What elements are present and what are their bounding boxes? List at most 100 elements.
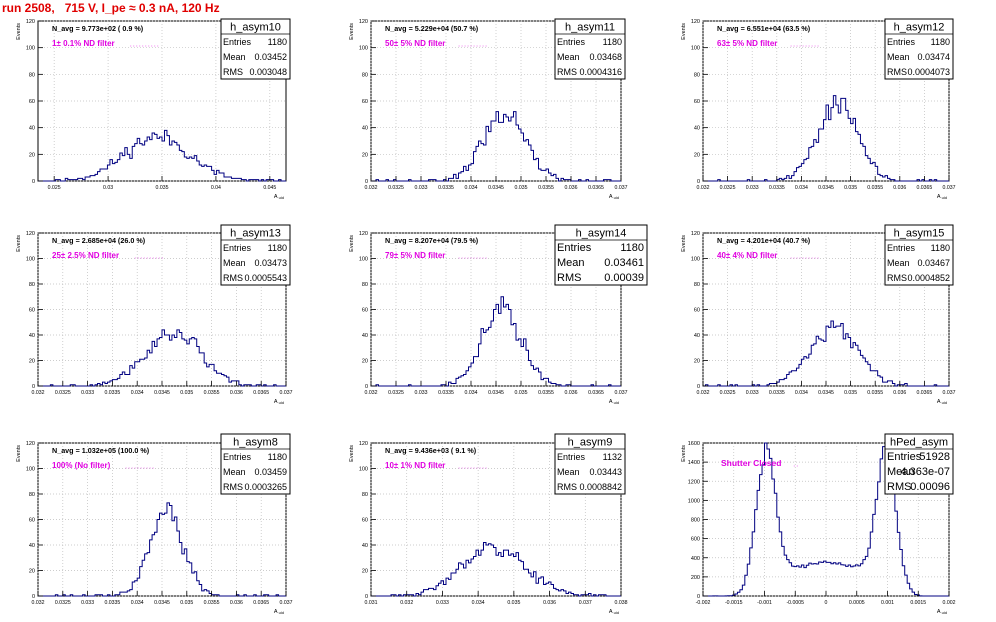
stats-value-rms: 0.0005543	[244, 273, 287, 283]
y-tick-label: 100	[359, 257, 368, 263]
y-tick-label: 0	[697, 594, 700, 600]
stats-label-mean: Mean	[223, 467, 246, 477]
x-tick-label: 0.034	[465, 185, 478, 191]
x-tick-label: -0.0005	[786, 600, 804, 606]
x-tick-label: 0.035	[515, 390, 528, 396]
y-tick-label: 20	[29, 152, 35, 158]
x-tick-label: 0.0365	[588, 185, 604, 191]
x-tick-label: 0.037	[943, 390, 956, 396]
stats-label-mean: Mean	[223, 258, 246, 268]
y-tick-label: 20	[362, 359, 368, 365]
stats-box-frame	[884, 224, 954, 286]
x-tick-label: 0.032	[32, 390, 45, 396]
y-tick-label: 40	[362, 543, 368, 549]
x-tick-label: 0.036	[230, 600, 243, 606]
x-tick-label: 0.0365	[588, 390, 604, 396]
y-tick-label: 60	[362, 518, 368, 524]
y-tick-label: 120	[26, 441, 35, 447]
stats-value-rms: 0.0004316	[579, 67, 622, 77]
x-tick-label: 0.0355	[538, 390, 554, 396]
y-tick-label: 0	[32, 594, 35, 600]
stats-value-rms: 0.0004852	[907, 273, 950, 283]
histogram-line	[703, 95, 949, 182]
x-tick-label: 0.0335	[769, 390, 785, 396]
x-tick-label: 0.033	[746, 185, 759, 191]
filter-label: 25± 2.5% ND filter	[52, 251, 119, 260]
stats-box-title: h_asym9	[568, 437, 613, 449]
x-tick-label: 0.0355	[204, 600, 220, 606]
x-tick-label: 0.0355	[204, 390, 220, 396]
panel-h_asym15: 0 20 40 60 80 100 120 0.032 0.0325 0.033 0.0335 0.0…	[681, 224, 956, 405]
y-tick-label: 120	[359, 231, 368, 237]
y-axis-label: Events	[349, 445, 355, 462]
y-tick-label: 100	[691, 46, 700, 52]
y-tick-label: 60	[29, 308, 35, 314]
y-tick-label: 1400	[688, 460, 700, 466]
x-tick-label: 0.0325	[388, 185, 404, 191]
y-tick-label: 40	[29, 543, 35, 549]
histogram-line	[371, 296, 621, 387]
stats-label-rms: RMS	[223, 67, 243, 77]
y-tick-label: 0	[365, 179, 368, 185]
histogram-line	[38, 502, 286, 597]
stats-box: h_asym14 Entries 1180 Mean 0.03461 RMS 0.00039	[554, 224, 648, 286]
y-tick-label: 20	[362, 569, 368, 575]
x-tick-label: 0.035	[156, 185, 169, 191]
filter-label: 1± 0.1% ND filter	[52, 39, 115, 48]
stats-label-entries: Entries	[557, 452, 586, 462]
filter-label: 63± 5% ND filter	[717, 39, 777, 48]
y-tick-label: 120	[359, 19, 368, 25]
stats-box: h_asym10 Entries 1180 Mean 0.03452 RMS 0.00304…	[220, 18, 291, 80]
stats-box-title: h_asym13	[230, 228, 281, 240]
y-tick-label: 40	[362, 333, 368, 339]
stats-box-title: h_asym15	[894, 228, 945, 240]
x-tick-label: 0.0325	[55, 600, 71, 606]
x-tick-label: 0.0335	[104, 600, 120, 606]
navg-label: N_avg = 2.685e+04 (26.0 %)	[52, 236, 146, 245]
stats-value-rms: 0.0008842	[579, 482, 622, 492]
stats-value-entries: 1132	[603, 452, 622, 462]
y-tick-label: 1200	[688, 479, 700, 485]
stats-value-entries: 1180	[931, 243, 950, 253]
y-tick-label: 40	[694, 333, 700, 339]
histogram-line	[38, 129, 286, 182]
stats-box-title: h_asym10	[230, 22, 281, 34]
y-tick-label: 40	[694, 126, 700, 132]
stats-box-frame	[884, 433, 954, 495]
panel-h_asym13: 0 20 40 60 80 100 120 0.032 0.0325 0.033 0.0335 0.0…	[16, 224, 293, 405]
stats-value-entries: 1180	[268, 243, 287, 253]
stats-box-frame	[554, 18, 626, 80]
x-tick-label: 0.0365	[916, 390, 932, 396]
x-tick-label: 0.0345	[154, 390, 170, 396]
y-tick-label: 120	[26, 231, 35, 237]
x-tick-label: 0.0345	[818, 185, 834, 191]
x-axis-label: A uid	[274, 609, 284, 615]
stats-box-title: h_asym14	[576, 228, 627, 240]
x-tick-label: 0.0355	[538, 185, 554, 191]
x-axis-label: A uid	[937, 399, 947, 405]
stats-label-rms: RMS	[887, 67, 907, 77]
stats-value-entries: 1180	[603, 37, 622, 47]
y-tick-label: 400	[691, 556, 700, 562]
y-tick-label: 120	[359, 441, 368, 447]
x-tick-label: 0.036	[565, 390, 578, 396]
x-tick-label: 0.032	[32, 600, 45, 606]
navg-label: N_avg = 6.551e+04 (63.5 %)	[717, 24, 811, 33]
x-tick-label: 0.031	[365, 600, 378, 606]
x-tick-label: 0.0365	[253, 600, 269, 606]
y-tick-label: 40	[29, 333, 35, 339]
y-tick-label: 1000	[688, 498, 700, 504]
y-axis-label: Events	[16, 235, 22, 252]
panel-h_asym11: 0 20 40 60 80 100 120 0.032 0.0325 0.033 0.0335 0.0…	[349, 18, 628, 200]
panel-h_asym14: 0 20 40 60 80 100 120 0.032 0.0325 0.033 0.0335 0.0…	[349, 224, 648, 405]
stats-value-rms: 0.00096	[910, 481, 950, 493]
stats-box-title: h_asym8	[233, 437, 278, 449]
x-tick-label: 0.0325	[720, 185, 736, 191]
stats-box-frame	[554, 224, 648, 286]
y-tick-label: 120	[26, 19, 35, 25]
x-tick-label: 0.035	[180, 390, 193, 396]
y-tick-label: 80	[362, 492, 368, 498]
stats-value-rms: 0.0003265	[244, 482, 287, 492]
stats-value-entries: 1180	[620, 242, 644, 254]
x-tick-label: 0.0325	[388, 390, 404, 396]
